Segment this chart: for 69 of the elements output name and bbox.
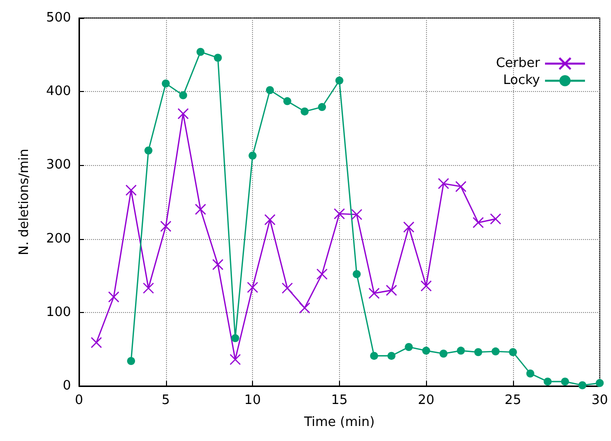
legend-label: Locky bbox=[503, 73, 540, 88]
x-tick-label: 30 bbox=[591, 393, 608, 408]
point bbox=[194, 204, 206, 215]
point bbox=[422, 346, 430, 355]
y-axis-title: N. deletions/min bbox=[17, 148, 32, 256]
point bbox=[179, 91, 188, 100]
point bbox=[125, 184, 137, 196]
point bbox=[316, 268, 328, 280]
point bbox=[108, 291, 120, 303]
point bbox=[578, 381, 586, 390]
point bbox=[231, 334, 240, 342]
point bbox=[266, 86, 274, 94]
point bbox=[387, 352, 396, 360]
point bbox=[420, 280, 432, 292]
point bbox=[386, 284, 398, 296]
y-tick-label: 100 bbox=[46, 304, 71, 320]
x-tick-label: 25 bbox=[504, 393, 522, 408]
x-tick-label: 15 bbox=[331, 393, 348, 408]
point bbox=[178, 108, 189, 120]
point bbox=[455, 180, 466, 192]
point bbox=[196, 48, 205, 56]
point bbox=[160, 220, 172, 232]
point bbox=[335, 76, 344, 85]
point bbox=[144, 146, 152, 154]
point bbox=[438, 178, 450, 190]
point bbox=[127, 356, 136, 365]
point bbox=[318, 103, 326, 112]
point bbox=[334, 208, 345, 220]
point bbox=[508, 348, 517, 356]
point bbox=[351, 208, 362, 220]
point bbox=[526, 369, 534, 378]
point bbox=[490, 213, 502, 225]
y-tick-label: 400 bbox=[46, 84, 71, 100]
point bbox=[214, 54, 222, 62]
legend-label: Cerber bbox=[496, 56, 541, 72]
point bbox=[282, 282, 293, 294]
point bbox=[264, 214, 276, 226]
point bbox=[403, 221, 414, 233]
point bbox=[142, 282, 154, 294]
y-tick-label: 500 bbox=[46, 10, 71, 26]
point bbox=[440, 350, 448, 358]
point bbox=[370, 352, 378, 360]
point bbox=[368, 288, 380, 299]
point bbox=[212, 258, 224, 270]
point bbox=[474, 348, 482, 356]
point bbox=[404, 342, 413, 351]
point bbox=[456, 346, 465, 355]
point bbox=[299, 302, 310, 314]
point bbox=[472, 217, 484, 228]
point bbox=[246, 282, 258, 293]
point bbox=[561, 378, 570, 386]
y-tick-label: 300 bbox=[46, 158, 71, 173]
y-tick-label: 0 bbox=[62, 378, 71, 394]
point bbox=[544, 378, 552, 386]
point bbox=[283, 97, 292, 106]
point bbox=[230, 354, 241, 366]
point bbox=[492, 347, 500, 356]
x-tick-label: 10 bbox=[244, 393, 261, 408]
point bbox=[300, 107, 309, 116]
point bbox=[352, 270, 361, 278]
x-axis-title: Time (min) bbox=[303, 415, 375, 430]
point bbox=[90, 336, 102, 348]
x-tick-label: 5 bbox=[162, 393, 170, 408]
x-tick-label: 0 bbox=[74, 393, 84, 408]
y-tick-label: 200 bbox=[46, 231, 71, 246]
point bbox=[248, 152, 257, 160]
point bbox=[596, 379, 604, 388]
x-tick-label: 20 bbox=[418, 393, 434, 408]
point bbox=[162, 80, 170, 88]
